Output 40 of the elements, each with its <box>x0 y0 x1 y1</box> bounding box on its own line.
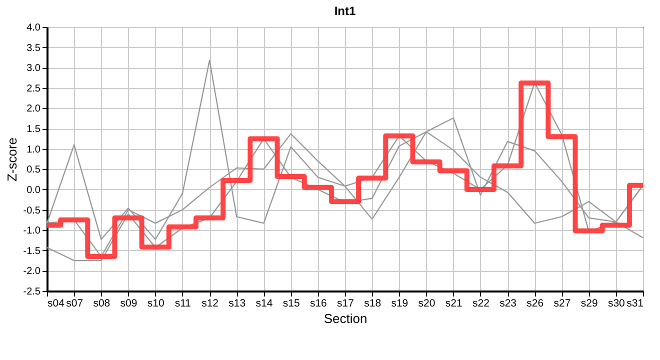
y-tick-label: 0.0 <box>26 184 41 196</box>
x-tick-label: s11 <box>174 298 192 310</box>
y-tick-label: 3.0 <box>26 63 41 74</box>
x-tick-label: s29 <box>580 298 598 310</box>
x-tick-label: s07 <box>66 298 84 310</box>
x-tick-label: s16 <box>310 298 328 310</box>
x-tick-label: s20 <box>418 298 436 310</box>
x-tick-label: s08 <box>93 298 110 310</box>
y-tick-label: -1.0 <box>23 226 41 237</box>
x-axis-title: Section <box>324 311 368 326</box>
x-tick-label: s31 <box>626 298 644 310</box>
y-tick-label: -2.0 <box>23 266 41 278</box>
x-tick-label: s18 <box>364 298 382 310</box>
y-tick-label: -1.5 <box>23 246 41 257</box>
x-tick-label: s09 <box>120 298 138 310</box>
chart-title: Int1 <box>334 4 356 18</box>
y-tick-label: 4.0 <box>26 22 41 34</box>
y-tick-label: 1.0 <box>26 144 41 156</box>
x-tick-label: s30 <box>608 298 626 310</box>
x-tick-label: s26 <box>526 298 544 310</box>
y-tick-label: -2.5 <box>23 286 41 298</box>
x-tick-label: s13 <box>228 298 246 310</box>
y-axis-title: Z-score <box>4 137 20 182</box>
x-tick-label: s27 <box>554 298 571 310</box>
y-tick-label: 0.5 <box>26 164 41 176</box>
x-tick-label: s21 <box>445 298 462 310</box>
x-tick-label: s14 <box>256 298 273 310</box>
y-tick-label: 2.0 <box>26 104 41 115</box>
x-tick-label: s17 <box>337 298 354 310</box>
x-tick-label: s19 <box>391 298 408 310</box>
x-tick-label: s12 <box>202 298 219 310</box>
y-tick-label: 1.5 <box>26 124 41 136</box>
x-tick-label: s22 <box>472 298 490 310</box>
x-tick-label: s04 <box>48 298 65 310</box>
y-tick-label: 2.5 <box>26 83 41 94</box>
x-tick-label: s10 <box>147 298 164 310</box>
x-tick-label: s23 <box>500 298 517 310</box>
y-tick-label: 3.5 <box>26 42 41 54</box>
x-tick-label: s15 <box>282 298 300 310</box>
y-tick-label: -0.5 <box>23 205 41 216</box>
